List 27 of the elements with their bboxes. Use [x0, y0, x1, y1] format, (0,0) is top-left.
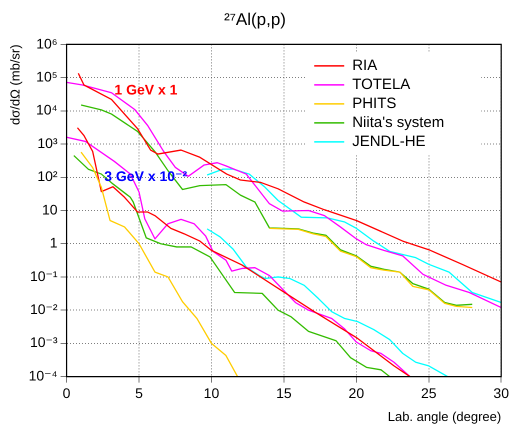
y-tick-label: 10⁻⁴: [28, 367, 58, 384]
annotation: 1 GeV x 1: [114, 82, 178, 98]
y-tick-label: 10⁻²: [30, 301, 58, 318]
x-tick-label: 10: [204, 384, 220, 401]
y-tick-label: 10⁶: [36, 35, 58, 52]
legend-label: Niita's system: [352, 114, 444, 132]
legend-label: RIA: [352, 57, 378, 74]
x-tick-label: 15: [276, 384, 292, 401]
y-axis-title: dσ/dΩ (mb/sr): [7, 44, 22, 125]
y-tick-label: 10: [42, 201, 58, 218]
y-tick-label: 10⁵: [36, 68, 58, 84]
y-tick-label: 10⁻³: [30, 334, 58, 350]
x-tick-label: 20: [348, 384, 364, 401]
y-tick-label: 1: [50, 234, 58, 251]
y-tick-label: 10³: [37, 134, 58, 151]
x-axis-title: Lab. angle (degree): [388, 408, 502, 424]
x-tick-label: 25: [420, 384, 437, 401]
x-tick-label: 30: [493, 384, 510, 401]
legend-label: PHITS: [352, 95, 396, 112]
legend-label: JENDL-HE: [352, 133, 426, 150]
y-tick-label: 10⁴: [36, 102, 58, 118]
y-tick-label: 10²: [37, 168, 58, 184]
x-tick-label: 0: [62, 384, 71, 401]
chart-title: ²⁷Al(p,p): [224, 10, 286, 29]
x-tick-label: 5: [135, 384, 144, 401]
y-tick-label: 10⁻¹: [30, 268, 58, 284]
legend-label: TOTELA: [352, 76, 410, 94]
